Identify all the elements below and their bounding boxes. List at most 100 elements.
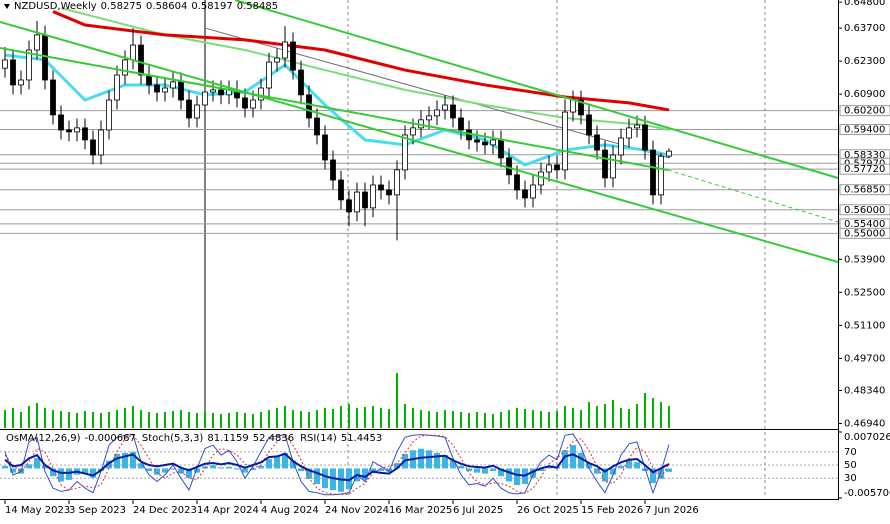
candle-body	[162, 87, 168, 93]
candle-body	[474, 139, 480, 143]
x-tick-label: 26 Oct 2025	[517, 505, 579, 516]
candle-body	[90, 139, 96, 156]
trendline	[667, 169, 839, 223]
osma-bar	[450, 460, 456, 469]
candle-body	[450, 104, 456, 119]
osma-bar	[530, 468, 536, 478]
osma-bar	[210, 465, 216, 469]
candle-body	[514, 174, 520, 191]
level-label-box	[839, 124, 890, 136]
osma-bar	[562, 450, 568, 469]
rsi-value: 51.4453	[341, 433, 382, 444]
x-tick-label: 14 May 2023	[5, 505, 70, 516]
trendline	[0, 47, 669, 171]
candle-body	[578, 99, 584, 116]
level-label: 0.55400	[844, 219, 885, 230]
candle-body	[74, 127, 80, 133]
x-tick-label: 6 Jul 2025	[453, 505, 503, 516]
candle-body	[410, 127, 416, 136]
candle-body	[570, 99, 576, 113]
osma-bar	[218, 467, 224, 469]
osma-tick-label: -0.0057000	[844, 488, 890, 499]
osma-bar	[154, 468, 160, 475]
level-label: 0.60200	[844, 106, 885, 117]
candle-body	[634, 124, 640, 129]
candle-body	[274, 57, 280, 63]
osma-bar	[626, 460, 632, 469]
osma-bar	[594, 468, 600, 474]
ohlc-value: 0.58604	[146, 1, 187, 12]
rsi-line	[4, 452, 670, 482]
candle-body	[594, 134, 600, 151]
osma-bar	[34, 458, 40, 469]
osma-bar	[578, 452, 584, 469]
candle-body	[482, 141, 488, 146]
osma-bar	[434, 452, 440, 469]
candle-body	[346, 199, 352, 213]
osma-bar	[474, 468, 480, 473]
osma-bar	[538, 468, 544, 472]
candle-body	[18, 79, 24, 86]
osma-bar	[50, 468, 56, 477]
ohlc-value: 0.58485	[237, 1, 278, 12]
level-label-box	[839, 204, 890, 216]
axes: 0.64800 0.63700 0.62300 0.60900 0.53900 0.525…	[4, 0, 890, 516]
oscillator-panel	[0, 433, 838, 496]
candle-body	[170, 81, 176, 89]
candle-body	[378, 184, 384, 191]
main-panel	[0, 7, 842, 428]
candle-body	[258, 87, 264, 101]
candle-body	[218, 89, 224, 96]
candle-body	[562, 111, 568, 171]
level-label: 0.56850	[844, 185, 885, 196]
rsi-name: RSI(14)	[300, 433, 337, 444]
osma-bar	[650, 468, 656, 483]
x-tick-label: 15 Feb 2026	[581, 505, 643, 516]
level-label: 0.56000	[844, 205, 885, 216]
y-tick-label: 0.49700	[844, 353, 885, 364]
candle-body	[66, 129, 72, 133]
x-tick-label: 7 Jun 2026	[645, 505, 699, 516]
y-tick-label: 0.60900	[844, 89, 885, 100]
y-tick-label: 0.48340	[844, 385, 885, 396]
x-tick-label: 14 Apr 2024	[197, 505, 259, 516]
candle-body	[402, 134, 408, 171]
y-tick-label: 0.62300	[844, 56, 885, 67]
candle-body	[130, 44, 136, 61]
osma-bar	[258, 465, 264, 469]
osma-bar	[26, 464, 32, 469]
osma-bar	[66, 468, 72, 480]
candle-body	[58, 114, 64, 131]
stoch-signal-value: 52.4836	[253, 433, 294, 444]
osma-bar	[610, 468, 616, 475]
level-label: 0.58330	[844, 150, 885, 161]
osma-bar	[298, 468, 304, 472]
osma-bar	[266, 459, 272, 469]
candle-body	[282, 41, 288, 59]
candle-body	[306, 94, 312, 119]
level-label-box	[839, 105, 890, 117]
osma-bar	[226, 466, 232, 469]
stoch-line	[4, 433, 670, 496]
osma-bar	[194, 468, 200, 473]
x-tick-label: 24 Nov 2024	[325, 505, 389, 516]
x-tick-label: 16 Mar 2025	[389, 505, 452, 516]
level-label: 0.59400	[844, 125, 885, 136]
candle-body	[522, 189, 528, 199]
candle-body	[434, 109, 440, 117]
osma-bar	[234, 468, 240, 470]
osma-bar	[514, 468, 520, 486]
symbol: NZDUSD,Weekly	[14, 1, 97, 12]
candle-body	[266, 61, 272, 89]
osma-bar	[466, 468, 472, 472]
menu-icon[interactable]	[4, 4, 10, 9]
chart-title: NZDUSD,Weekly 0.58275 0.58604 0.58197 0.5848…	[14, 1, 278, 12]
candle-body	[154, 84, 160, 93]
osma-bar	[394, 463, 400, 469]
osma-bar	[330, 468, 336, 491]
candle-body	[26, 49, 32, 81]
candle-body	[122, 59, 128, 76]
moving-average	[52, 10, 670, 112]
ohlc-value: 0.58197	[191, 1, 232, 12]
candle-body	[242, 97, 248, 109]
